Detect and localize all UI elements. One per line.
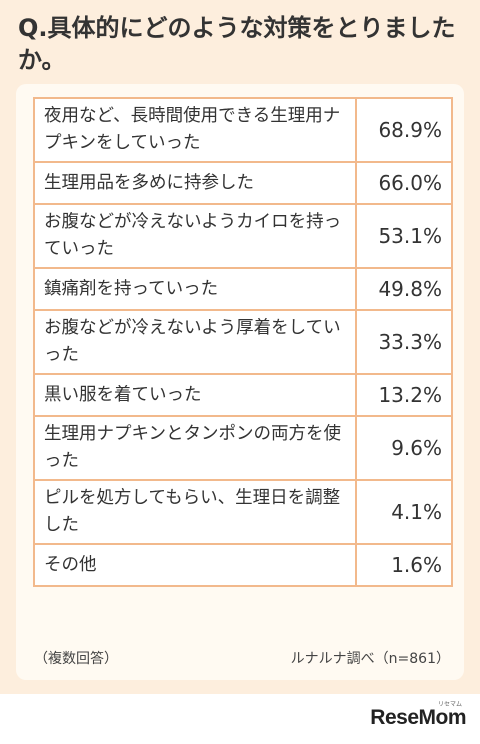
row-label: 生理用ナプキンとタンポンの両方を使った (35, 417, 357, 479)
row-label: 鎮痛剤を持っていった (35, 269, 357, 309)
row-label: 黒い服を着ていった (35, 375, 357, 415)
row-label: 夜用など、長時間使用できる生理用ナプキンをしていった (35, 99, 357, 161)
table-row: 夜用など、長時間使用できる生理用ナプキンをしていった 68.9% (35, 99, 451, 163)
table-row: 鎮痛剤を持っていった 49.8% (35, 269, 451, 311)
table-row: お腹などが冷えないよう厚着をしていった 33.3% (35, 311, 451, 375)
row-value: 9.6% (391, 436, 442, 460)
table-row: 生理用品を多めに持参した 66.0% (35, 163, 451, 205)
resemom-logo: ReseMom (370, 706, 466, 729)
row-label: お腹などが冷えないようカイロを持っていった (35, 205, 357, 267)
row-label: ピルを処方してもらい、生理日を調整した (35, 481, 357, 543)
table-row: その他 1.6% (35, 545, 451, 587)
row-label: その他 (35, 545, 357, 585)
table-row: 黒い服を着ていった 13.2% (35, 375, 451, 417)
row-value: 68.9% (378, 118, 442, 142)
row-value: 4.1% (391, 500, 442, 524)
row-label: お腹などが冷えないよう厚着をしていった (35, 311, 357, 373)
row-value: 33.3% (378, 330, 442, 354)
brand-kana: リセマム (437, 701, 462, 708)
source-note: ルナルナ調べ（n=861） (290, 651, 450, 667)
row-value: 53.1% (378, 224, 442, 248)
row-label: 生理用品を多めに持参した (35, 163, 357, 203)
row-value: 13.2% (378, 383, 442, 407)
row-value: 66.0% (378, 171, 442, 195)
multiple-answers-note: （複数回答） (34, 651, 118, 667)
row-value: 49.8% (378, 277, 442, 301)
table-row: 生理用ナプキンとタンポンの両方を使った 9.6% (35, 417, 451, 481)
table-row: ピルを処方してもらい、生理日を調整した 4.1% (35, 481, 451, 545)
row-value: 1.6% (391, 553, 442, 577)
question-title: Q.具体的にどのような対策をとりましたか。 (18, 14, 456, 74)
results-table: 夜用など、長時間使用できる生理用ナプキンをしていった 68.9% 生理用品を多めに持… (33, 97, 453, 587)
table-row: お腹などが冷えないようカイロを持っていった 53.1% (35, 205, 451, 269)
